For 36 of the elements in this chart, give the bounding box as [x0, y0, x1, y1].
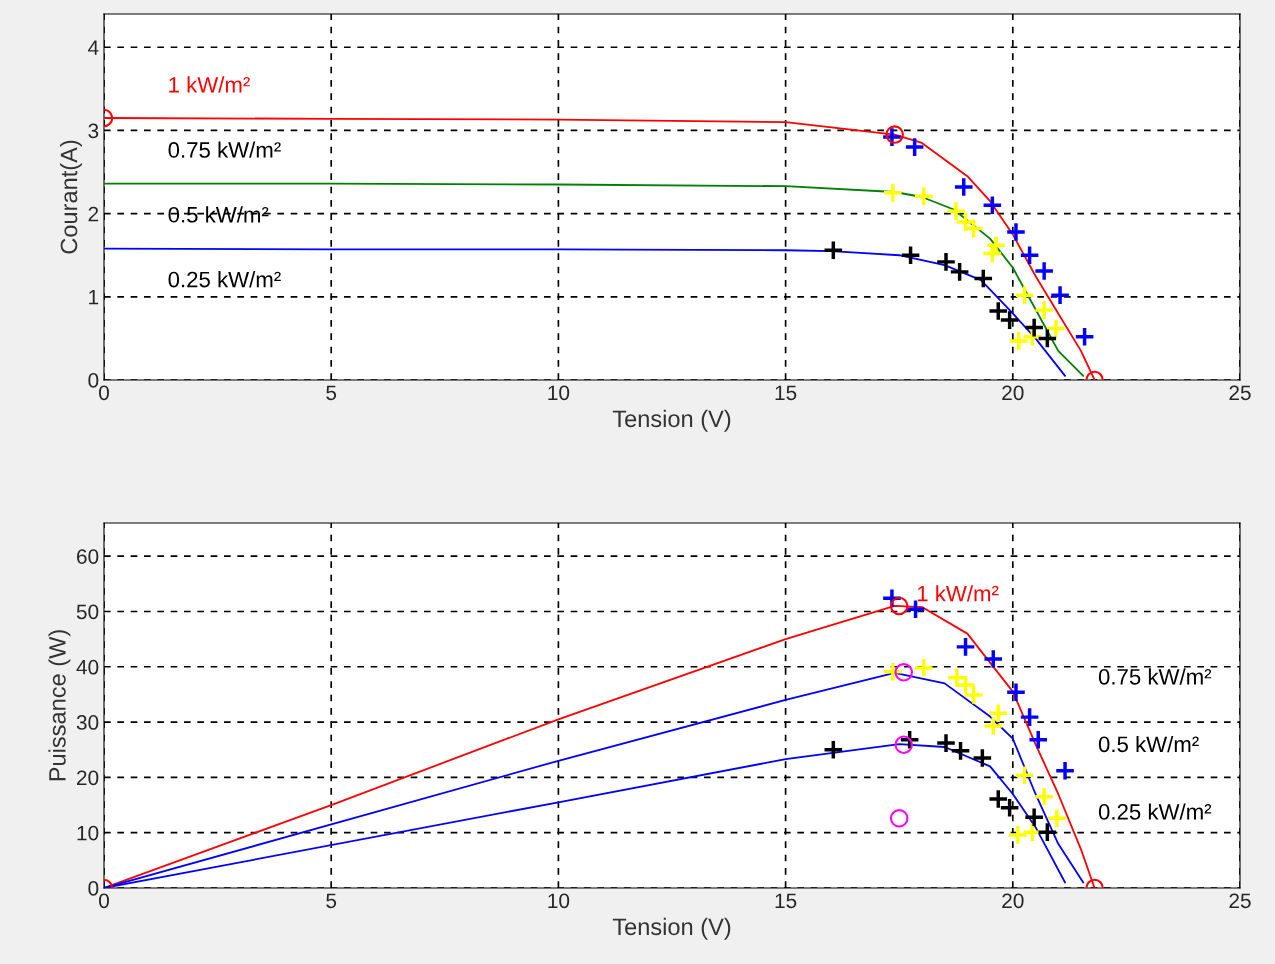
annotation: 1 kW/m²	[917, 585, 999, 602]
x-tick-label: 15	[775, 385, 797, 401]
x-tick-label: 10	[548, 385, 570, 401]
x-tick-label: 5	[326, 385, 337, 401]
y-tick-label: 20	[77, 770, 99, 786]
annotation: 1 kW/m²	[169, 76, 250, 93]
annotation: 0.75 kW/m²	[168, 141, 281, 158]
x-tick-label: 25	[1229, 893, 1251, 909]
y-axis-title: Courant(A)	[59, 140, 82, 254]
y-tick-label: 60	[77, 549, 99, 564]
y-tick-label: 3	[88, 123, 99, 139]
y-tick-label: 4	[88, 40, 99, 55]
x-tick-label: 20	[1002, 385, 1024, 401]
x-axis-title: Tension (V)	[612, 409, 731, 432]
x-tick-label: 0	[99, 893, 109, 909]
x-tick-label: 25	[1229, 385, 1251, 401]
y-tick-label: 0	[88, 881, 99, 896]
y-tick-label: 1	[89, 290, 99, 305]
annotation: 0.5 kW/m²	[168, 206, 269, 223]
y-tick-label: 40	[76, 659, 99, 675]
y-tick-label: 50	[76, 604, 99, 620]
y-tick-label: 0	[88, 373, 99, 388]
annotation: 0.5 kW/m²	[1098, 735, 1199, 753]
y-axis-title: Puissance (W)	[48, 630, 71, 781]
y-tick-label: 30	[76, 715, 99, 730]
x-tick-label: 0	[99, 385, 109, 401]
x-tick-label: 15	[775, 893, 797, 909]
annotation: 0.25 kW/m²	[168, 271, 281, 288]
y-tick-label: 2	[88, 206, 99, 222]
annotation: 0.25 kW/m²	[1098, 803, 1212, 820]
x-tick-label: 5	[326, 893, 337, 909]
x-tick-label: 10	[548, 893, 570, 909]
annotation: 0.75 kW/m²	[1098, 668, 1212, 685]
x-axis-title: Tension (V)	[612, 917, 731, 940]
y-tick-label: 10	[77, 825, 99, 841]
x-tick-label: 20	[1002, 893, 1024, 909]
